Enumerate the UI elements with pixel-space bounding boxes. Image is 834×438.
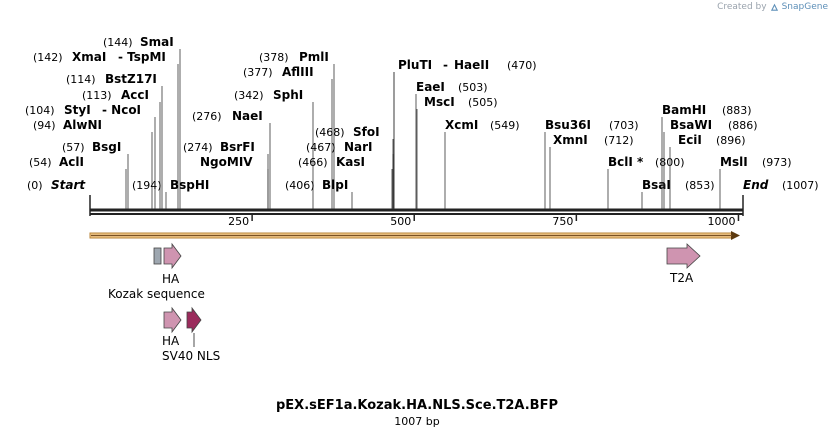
ha-feature-label-2: HA	[162, 334, 180, 348]
site-name[interactable]: BlpI	[322, 178, 348, 192]
site-name[interactable]: BsaI	[642, 178, 671, 192]
start-label: Start	[51, 178, 86, 192]
site-name[interactable]: BsrFI	[220, 140, 255, 154]
site-position: (57)	[62, 141, 85, 154]
site-name[interactable]: PluTI	[398, 58, 432, 72]
site-name[interactable]: BclI *	[608, 155, 644, 169]
site-position: (886)	[728, 119, 758, 132]
site-position: (194)	[132, 179, 162, 192]
site-partner-name[interactable]: -	[443, 58, 448, 72]
plasmid-size: 1007 bp	[394, 415, 440, 428]
credit-prefix: Created by	[717, 2, 767, 12]
site-position: (114)	[66, 73, 96, 86]
ha-feature-arrow-2[interactable]	[163, 306, 182, 334]
site-name[interactable]: MscI	[424, 95, 455, 109]
site-position: (703)	[609, 119, 639, 132]
ha-feature-arrow[interactable]	[163, 242, 182, 270]
site-name[interactable]: AflIII	[282, 65, 314, 79]
end-pos-label: (1007)	[782, 179, 819, 192]
site-name[interactable]: EciI	[678, 133, 702, 147]
end-label: End	[743, 178, 769, 192]
site-name[interactable]: MslI	[720, 155, 748, 169]
site-partner-name[interactable]: - TspMI	[118, 50, 166, 64]
orf-arrowhead	[731, 231, 740, 240]
site-position: (712)	[604, 134, 634, 147]
site-name[interactable]: XmaI	[72, 50, 106, 64]
site-name[interactable]: EaeI	[416, 80, 445, 94]
sv40-nls-feature-label: SV40 NLS	[162, 349, 220, 363]
site-position: (377)	[243, 66, 273, 79]
site-position: (973)	[762, 156, 792, 169]
site-position: (503)	[458, 81, 488, 94]
site-position: (468)	[315, 126, 345, 139]
site-position: (406)	[285, 179, 315, 192]
site-name[interactable]: BamHI	[662, 103, 706, 117]
t2a-feature-arrow[interactable]	[666, 243, 701, 269]
site-name[interactable]: KasI	[336, 155, 365, 169]
site-position: (549)	[490, 119, 520, 132]
site-name[interactable]: HaeII	[454, 58, 489, 72]
site-position: (54)	[29, 156, 52, 169]
site-position: (853)	[685, 179, 715, 192]
site-name[interactable]: SphI	[273, 88, 303, 102]
ruler-tick-label: 250	[228, 215, 249, 228]
site-name[interactable]: BsgI	[92, 140, 121, 154]
kozak-sequence-label: Kozak sequence	[108, 287, 205, 301]
site-name[interactable]: BsaWI	[670, 118, 712, 132]
kozak-sequence-feature[interactable]	[153, 247, 162, 265]
site-position: (342)	[234, 89, 264, 102]
site-name[interactable]: AlwNI	[63, 118, 102, 132]
site-position: (142)	[33, 51, 63, 64]
site-name[interactable]: AclI	[59, 155, 84, 169]
snapgene-credit: Created by SnapGene	[717, 2, 828, 12]
site-name[interactable]: PmlI	[299, 50, 329, 64]
ruler-tick-label: 1000	[707, 215, 735, 228]
site-name[interactable]: NaeI	[232, 109, 263, 123]
site-name[interactable]: BspHI	[170, 178, 209, 192]
plasmid-name: pEX.sEF1a.Kozak.HA.NLS.Sce.T2A.BFP	[276, 398, 558, 413]
site-position: (144)	[103, 36, 133, 49]
ruler-tick-label: 750	[552, 215, 573, 228]
site-position: (94)	[33, 119, 56, 132]
site-name[interactable]: XcmI	[445, 118, 478, 132]
site-position: (896)	[716, 134, 746, 147]
site-name[interactable]: SmaI	[140, 35, 174, 49]
site-position: (883)	[722, 104, 752, 117]
site-position: (378)	[259, 51, 289, 64]
site-name[interactable]: NarI	[344, 140, 373, 154]
site-name[interactable]: NgoMIV	[200, 155, 253, 169]
site-name[interactable]: StyI	[64, 103, 91, 117]
site-name[interactable]: BstZ17I	[105, 72, 157, 86]
ruler: 250 500 750 1000	[228, 214, 740, 228]
site-position: (276)	[192, 110, 222, 123]
site-position: (466)	[298, 156, 328, 169]
site-position: (505)	[468, 96, 498, 109]
site-partner-name[interactable]: - NcoI	[102, 103, 141, 117]
site-position: (113)	[82, 89, 112, 102]
site-position: (467)	[306, 141, 336, 154]
site-name[interactable]: XmnI	[553, 133, 588, 147]
credit-brand: SnapGene	[781, 2, 828, 12]
start-pos-label: (0)	[27, 179, 43, 192]
ha-feature-label: HA	[162, 272, 180, 286]
site-position: (274)	[183, 141, 213, 154]
site-name[interactable]: Bsu36I	[545, 118, 591, 132]
site-name[interactable]: AccI	[121, 88, 149, 102]
t2a-feature-label: T2A	[669, 271, 694, 285]
site-position: (104)	[25, 104, 55, 117]
restriction-sites: (144) SmaI (142) XmaI (114) BstZ17I (113) AccI (…	[25, 35, 792, 209]
site-name[interactable]: SfoI	[353, 125, 380, 139]
site-position: (470)	[507, 59, 537, 72]
snapgene-logo-icon	[770, 3, 778, 11]
ruler-tick-label: 500	[390, 215, 411, 228]
sv40-nls-feature-arrow[interactable]	[186, 306, 202, 334]
